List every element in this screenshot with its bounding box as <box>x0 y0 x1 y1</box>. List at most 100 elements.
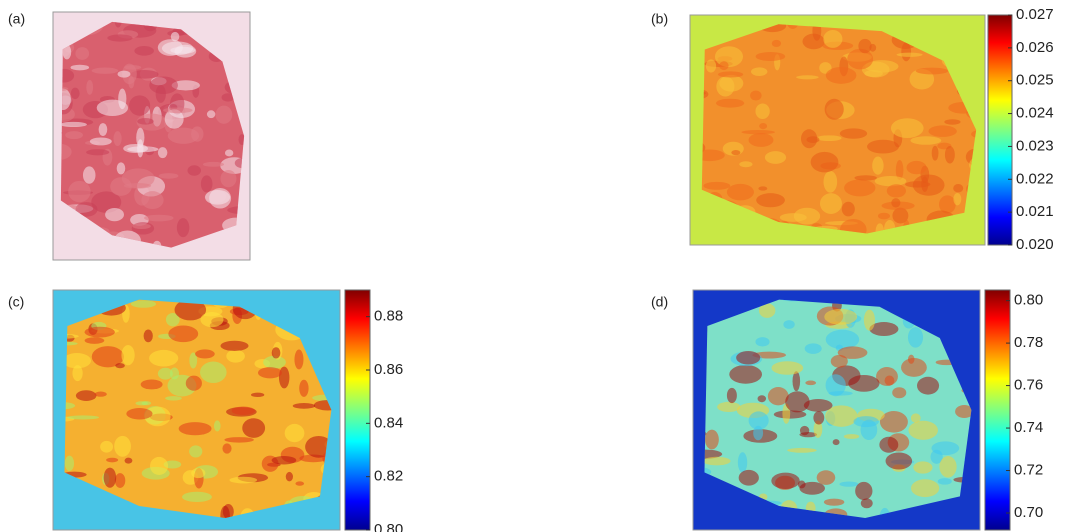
texture-spot <box>771 473 799 489</box>
texture-spot <box>858 39 871 53</box>
texture-spot <box>285 424 305 442</box>
texture-spot <box>945 146 955 164</box>
texture-spot <box>214 420 221 431</box>
texture-spot <box>279 367 290 389</box>
texture-spot <box>177 218 189 237</box>
texture-spot <box>705 430 719 450</box>
texture-spot <box>844 434 859 439</box>
texture-spot <box>867 140 899 154</box>
texture-spot <box>159 173 179 179</box>
texture-spot <box>258 367 282 378</box>
texture-spot <box>86 149 109 155</box>
texture-spot <box>110 177 132 196</box>
texture-spot <box>706 59 716 72</box>
texture-spot <box>68 181 90 202</box>
texture-spot <box>118 71 131 78</box>
colorbar-tick-label: 0.84 <box>374 414 403 431</box>
texture-spot <box>853 416 878 427</box>
texture-spot <box>820 193 842 214</box>
texture-spot <box>286 472 293 481</box>
texture-spot <box>125 458 133 464</box>
colorbar-tick-label: 0.70 <box>1014 504 1043 521</box>
texture-spot <box>200 312 223 327</box>
panel-image <box>679 281 990 532</box>
texture-spot <box>811 152 839 173</box>
texture-spot <box>824 309 857 325</box>
panel-image <box>678 8 999 247</box>
texture-spot <box>191 468 205 478</box>
texture-spot <box>149 77 178 95</box>
texture-spot <box>113 131 121 146</box>
texture-spot <box>944 119 960 125</box>
texture-spot <box>107 34 132 41</box>
colorbar-tick-label: 0.80 <box>1014 292 1043 309</box>
texture-spot <box>295 481 304 485</box>
texture-spot <box>201 175 213 192</box>
texture-spot <box>826 67 857 84</box>
texture-spot <box>226 350 245 363</box>
texture-spot <box>741 130 775 134</box>
texture-spot <box>105 208 124 221</box>
colorbar-tick-label: 0.022 <box>1016 170 1054 187</box>
texture-spot <box>953 184 963 192</box>
texture-spot <box>817 135 842 141</box>
texture-spot <box>891 118 924 138</box>
texture-spot <box>842 202 855 217</box>
colorbar-tick-label: 0.024 <box>1016 105 1054 122</box>
colorbar-tick-label: 0.88 <box>374 308 403 325</box>
texture-spot <box>910 136 941 144</box>
colorbar-tick-label: 0.023 <box>1016 137 1054 154</box>
texture-spot <box>911 479 939 497</box>
texture-spot <box>729 365 762 384</box>
texture-spot <box>299 380 308 397</box>
texture-spot <box>163 107 193 113</box>
texture-spot <box>939 456 956 478</box>
texture-spot <box>121 345 134 365</box>
texture-spot <box>137 118 154 125</box>
texture-spot <box>838 346 868 359</box>
texture-spot <box>864 310 875 331</box>
texture-spot <box>220 341 248 351</box>
colorbar <box>985 290 1010 530</box>
colorbar-tick-label: 0.021 <box>1016 203 1054 220</box>
texture-spot <box>817 470 836 485</box>
texture-spot <box>76 390 97 401</box>
texture-spot <box>142 401 152 405</box>
texture-spot <box>751 67 767 76</box>
texture-spot <box>801 129 817 148</box>
colorbar-tick-label: 0.72 <box>1014 461 1043 478</box>
texture-spot <box>727 388 737 403</box>
texture-spot <box>908 421 937 440</box>
texture-spot <box>272 347 281 358</box>
panel-image <box>40 286 352 532</box>
texture-spot <box>717 402 740 412</box>
texture-spot <box>785 391 809 412</box>
texture-spot <box>63 353 91 368</box>
texture-spot <box>158 147 167 158</box>
texture-spot <box>200 362 227 384</box>
colorbar-tick-label: 0.027 <box>1016 6 1054 23</box>
texture-spot <box>126 408 152 419</box>
texture-spot <box>800 426 809 435</box>
texture-spot <box>787 448 816 453</box>
texture-spot <box>115 473 125 488</box>
texture-spot <box>144 215 174 222</box>
texture-spot <box>189 445 202 457</box>
texture-spot <box>907 161 927 174</box>
texture-spot <box>824 499 844 506</box>
texture-spot <box>780 213 807 222</box>
texture-spot <box>65 131 83 139</box>
texture-spot <box>232 407 255 415</box>
texture-spot <box>878 213 890 220</box>
texture-spot <box>758 186 767 190</box>
texture-spot <box>182 492 212 502</box>
texture-spot <box>83 166 96 183</box>
texture-spot <box>938 478 952 485</box>
texture-spot <box>755 103 769 118</box>
texture-spot <box>824 171 838 193</box>
texture-spot <box>162 42 193 56</box>
texture-spot <box>141 191 163 209</box>
texture-spot <box>187 165 201 175</box>
texture-spot <box>829 391 853 395</box>
panel-label: (b) <box>651 11 668 27</box>
